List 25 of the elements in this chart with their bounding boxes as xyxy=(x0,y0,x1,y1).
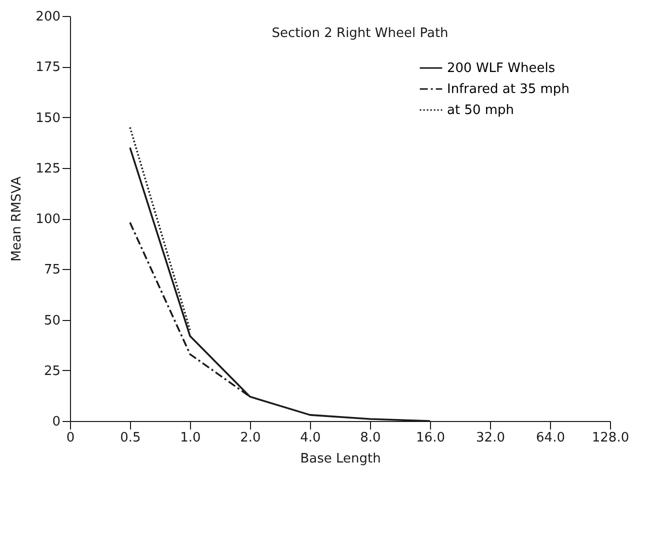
legend-label: 200 WLF Wheels xyxy=(447,61,556,76)
x-tick-label: 32.0 xyxy=(476,430,505,446)
x-tick-label: 4.0 xyxy=(300,430,321,446)
text: Section 2 Right Wheel Path xyxy=(272,26,448,41)
x-tick-label: 0.5 xyxy=(120,430,141,446)
y-tick-label: 125 xyxy=(36,161,60,176)
y-tick-label: 0 xyxy=(52,414,60,430)
x-tick-label: 16.0 xyxy=(416,430,445,446)
x-axis-title: Base Length xyxy=(300,452,381,466)
x-tick-label: 128.0 xyxy=(592,430,630,446)
x-tick-label: 1.0 xyxy=(180,430,201,446)
y-tick-label: 50 xyxy=(44,313,60,328)
x-tick-label: 8.0 xyxy=(360,430,381,446)
y-tick-label: 100 xyxy=(36,212,60,227)
legend-label: Infrared at 35 mph xyxy=(447,82,570,97)
x-tick-label: 0 xyxy=(66,430,75,446)
x-tick-label: 2.0 xyxy=(240,430,261,446)
y-tick-label: 25 xyxy=(44,364,60,379)
x-tick-label: 64.0 xyxy=(536,430,565,446)
y-tick-label: 150 xyxy=(36,110,60,126)
y-tick-label: 175 xyxy=(36,60,60,76)
y-tick-label: 75 xyxy=(44,262,60,278)
legend-label: at 50 mph xyxy=(447,103,514,118)
y-axis-title: Mean RMSVA xyxy=(10,176,25,262)
y-tick-label: 200 xyxy=(36,10,60,24)
